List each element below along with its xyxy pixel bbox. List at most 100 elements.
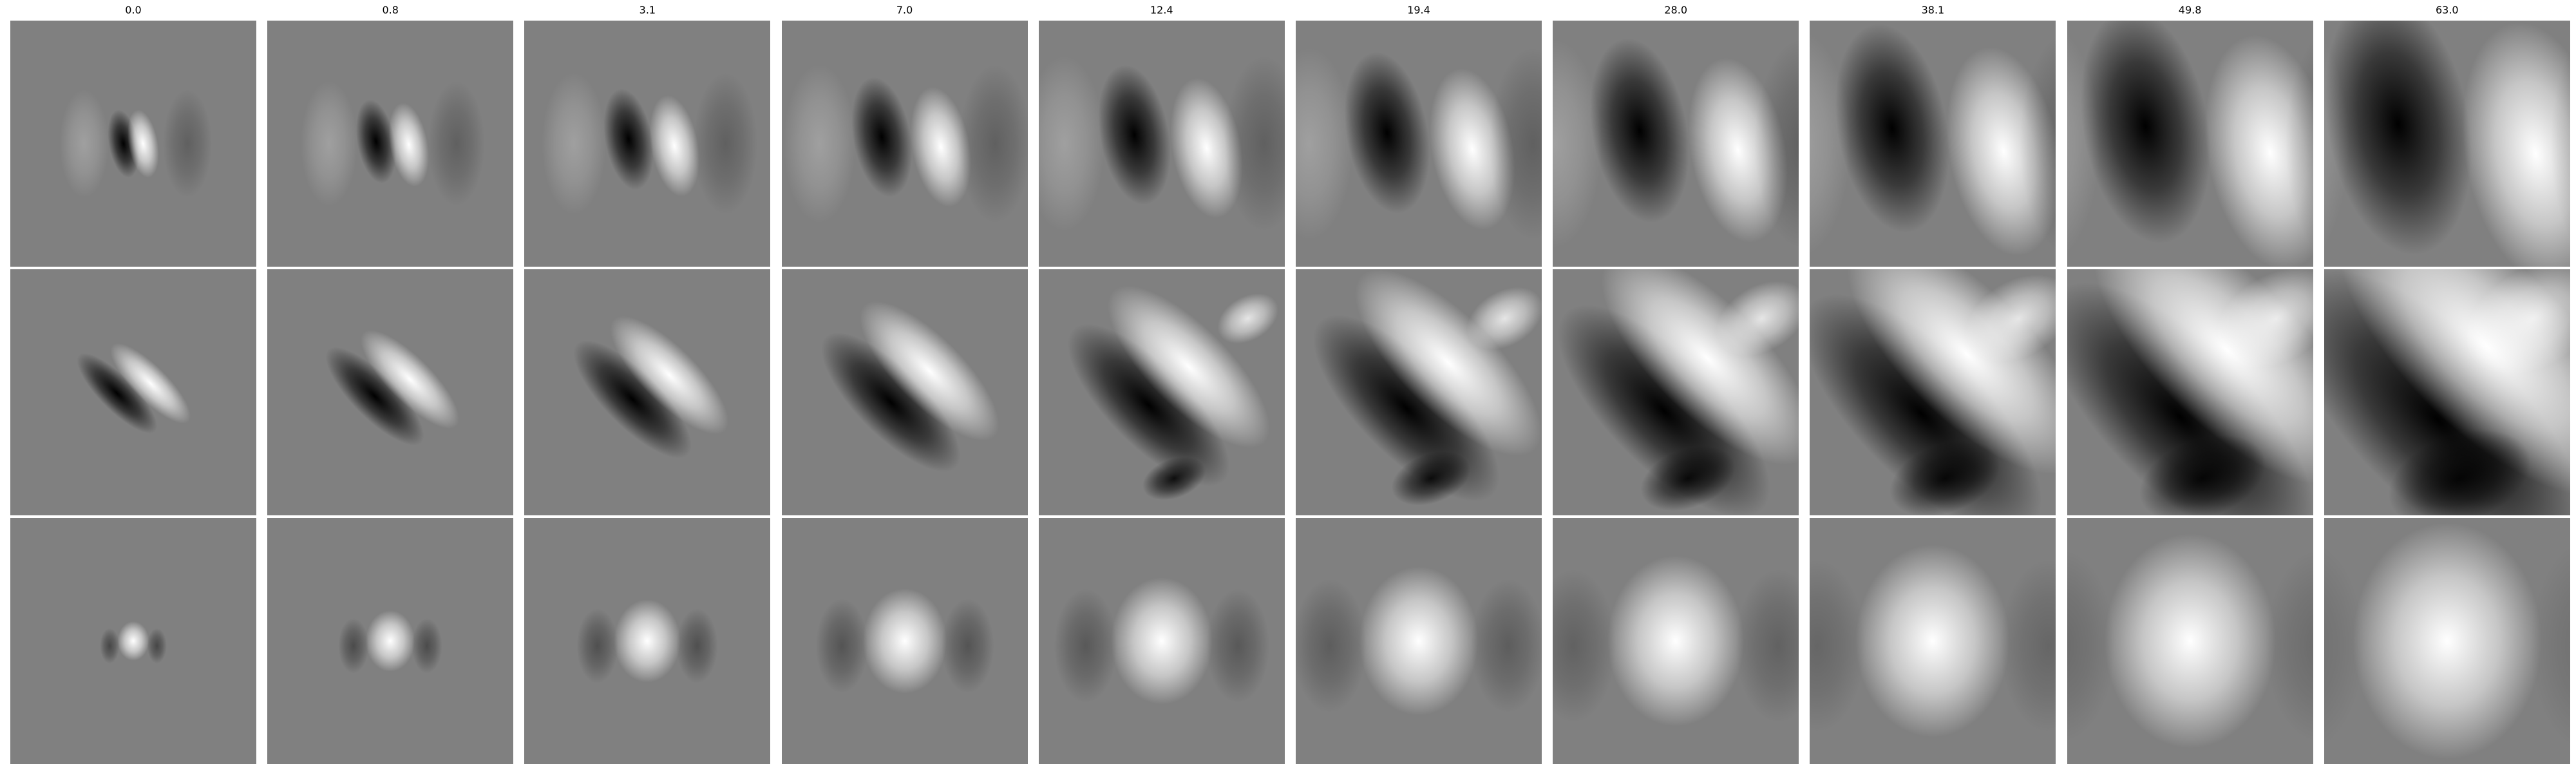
filter-tile-r3-c4: [782, 518, 1028, 764]
column-label: 3.1: [524, 4, 770, 17]
filter-tile-r2-c6: [1296, 269, 1542, 515]
column-label: 7.0: [782, 4, 1028, 17]
light-lobe: [1607, 556, 1744, 727]
dark-lobe: [412, 618, 442, 674]
filter-tile-r3-c5: [1039, 518, 1285, 764]
light-lobe: [542, 73, 607, 215]
filter-image: [2067, 269, 2313, 515]
filter-tile-r1-c1: [10, 21, 256, 267]
filter-tile-r2-c5: [1039, 269, 1285, 515]
filter-image: [1553, 518, 1799, 764]
light-lobe: [118, 621, 149, 660]
dark-lobe: [942, 598, 994, 693]
column-label: 0.0: [10, 4, 256, 17]
filter-tile-r3-c8: [1810, 518, 2056, 764]
filter-image: [2324, 518, 2570, 764]
filter-image: [1553, 269, 1799, 515]
dark-lobe: [338, 618, 369, 674]
filter-image: [2324, 21, 2570, 267]
column-label: 12.4: [1039, 4, 1285, 17]
filter-image: [524, 21, 770, 267]
filter-tile-r3-c9: [2067, 518, 2313, 764]
filter-tile-r1-c2: [267, 21, 513, 267]
filter-image: [10, 518, 256, 764]
filter-tile-r1-c8: [1810, 21, 2056, 267]
filter-image: [2324, 269, 2570, 515]
filter-tile-r2-c8: [1810, 269, 2056, 515]
filter-tile-r3-c7: [1553, 518, 1799, 764]
filter-tile-r1-c5: [1039, 21, 1285, 267]
filter-tile-r2-c9: [2067, 269, 2313, 515]
filter-tile-r3-c1: [10, 518, 256, 764]
filter-tile-r1-c3: [524, 21, 770, 267]
dark-lobe: [1471, 579, 1542, 713]
column-label: 63.0: [2324, 4, 2570, 17]
dark-lobe: [1054, 589, 1117, 703]
dark-lobe: [428, 81, 485, 206]
filter-image: [1039, 269, 1285, 515]
filter-tile-r1-c10: [2324, 21, 2570, 267]
filter-image: [1810, 21, 2056, 267]
filter-image: [1810, 518, 2056, 764]
filter-tile-r2-c3: [524, 269, 770, 515]
light-lobe: [2353, 523, 2541, 759]
dark-lobe: [577, 609, 619, 683]
filter-image: [267, 269, 513, 515]
dark-lobe: [147, 628, 167, 663]
filter-image: [1296, 518, 1542, 764]
filter-tile-r2-c4: [782, 269, 1028, 515]
dark-lobe: [959, 64, 1028, 224]
filter-tile-r2-c7: [1553, 269, 1799, 515]
filter-image: [1296, 21, 1542, 267]
filter-tile-r2-c1: [10, 269, 256, 515]
filter-image: [10, 269, 256, 515]
filter-tile-r3-c2: [267, 518, 513, 764]
filter-image: [1553, 21, 1799, 267]
column-label: 0.8: [267, 4, 513, 17]
light-lobe: [862, 589, 946, 694]
light-lobe: [59, 90, 108, 198]
dark-lobe: [1296, 579, 1367, 713]
dark-lobe: [815, 598, 867, 693]
filter-image: [524, 269, 770, 515]
filter-image: [782, 269, 1028, 515]
light-lobe: [614, 599, 681, 682]
filter-tile-r1-c4: [782, 21, 1028, 267]
light-lobe: [1856, 545, 2010, 738]
dark-lobe: [1206, 589, 1269, 703]
column-label: 28.0: [1553, 4, 1799, 17]
filter-image: [782, 21, 1028, 267]
filter-image: [2067, 21, 2313, 267]
filter-tile-r2-c2: [267, 269, 513, 515]
filter-tile-r1-c7: [1553, 21, 1799, 267]
filter-tile-r2-c10: [2324, 269, 2570, 515]
filter-tile-r3-c10: [2324, 518, 2570, 764]
light-lobe: [2104, 534, 2275, 749]
column-label: 38.1: [1810, 4, 2056, 17]
column-label: 49.8: [2067, 4, 2313, 17]
filter-image: [1296, 269, 1542, 515]
filter-image: [10, 21, 256, 267]
filter-image: [267, 518, 513, 764]
dark-lobe: [100, 628, 120, 663]
dark-lobe: [677, 609, 719, 683]
light-lobe: [783, 64, 855, 224]
filter-image: [524, 518, 770, 764]
filter-image: [782, 518, 1028, 764]
filter-tile-r3-c6: [1296, 518, 1542, 764]
light-lobe: [1359, 567, 1479, 716]
filter-tile-r1-c6: [1296, 21, 1542, 267]
light-lobe: [301, 81, 357, 206]
dark-lobe: [694, 73, 758, 215]
filter-image: [1810, 269, 2056, 515]
filter-image: [1039, 518, 1285, 764]
column-label: 19.4: [1296, 4, 1542, 17]
dark-lobe: [163, 90, 212, 198]
filter-image: [1039, 21, 1285, 267]
filter-image: [267, 21, 513, 267]
light-lobe: [366, 610, 415, 671]
filter-tile-r1-c9: [2067, 21, 2313, 267]
filter-tile-r3-c3: [524, 518, 770, 764]
filter-image: [2067, 518, 2313, 764]
light-lobe: [1111, 578, 1213, 705]
